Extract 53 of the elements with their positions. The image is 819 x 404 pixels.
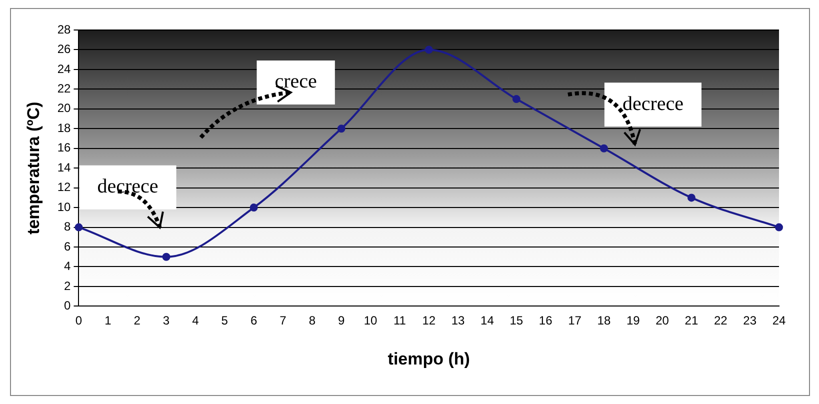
x-tick-label: 6 xyxy=(250,314,258,328)
x-tick-label: 1 xyxy=(104,314,112,328)
point xyxy=(337,124,346,133)
x-tick-label: 16 xyxy=(538,314,553,328)
x-tick-label: 21 xyxy=(684,314,698,328)
point xyxy=(687,194,696,202)
y-tick-label: 18 xyxy=(57,120,72,135)
x-tick-label: 2 xyxy=(134,314,141,328)
x-tick-label: 9 xyxy=(338,314,345,328)
y-tick-label: 8 xyxy=(64,220,72,234)
x-tick-label: 22 xyxy=(714,314,728,328)
y-tick-label: 0 xyxy=(64,298,72,313)
x-tick-label: 13 xyxy=(451,314,466,328)
x-tick-label: 20 xyxy=(656,314,670,328)
x-tick-label: 7 xyxy=(280,314,287,328)
x-tick-label: 3 xyxy=(162,314,170,328)
x-tick-label: 10 xyxy=(364,314,378,328)
y-tick-label: 12 xyxy=(57,180,72,194)
y-tick-label: 4 xyxy=(64,259,72,274)
x-tick-label: 23 xyxy=(743,314,757,328)
point xyxy=(775,223,783,232)
x-tick-label: 12 xyxy=(422,314,436,328)
annotation: decrece xyxy=(97,176,158,198)
x-tick-label: 17 xyxy=(568,314,582,328)
x-tick-label: 24 xyxy=(772,314,786,328)
annotation: crece xyxy=(274,70,318,93)
y-tick-label: 2 xyxy=(64,278,72,293)
y-tick-label: 26 xyxy=(57,42,72,56)
point xyxy=(424,46,433,54)
x-tick-label: 19 xyxy=(626,314,640,328)
annotation: decrece xyxy=(622,92,684,115)
x-tick-label: 4 xyxy=(192,314,200,328)
x-tick-label: 18 xyxy=(597,314,611,328)
point xyxy=(600,144,608,152)
point xyxy=(162,252,170,261)
x-tick-label: 0 xyxy=(75,314,82,328)
point xyxy=(250,204,258,212)
point xyxy=(512,95,520,104)
y-tick-label: 10 xyxy=(57,200,72,214)
y-tick-label: 22 xyxy=(57,82,72,96)
y-axis-title: temperatura (ºC) xyxy=(24,102,43,234)
x-tick-label: 15 xyxy=(510,314,524,328)
x-tick-label: 14 xyxy=(480,314,494,328)
y-tick-label: 6 xyxy=(64,239,72,254)
y-tick-label: 16 xyxy=(57,140,72,155)
y-tick-label: 14 xyxy=(57,160,72,174)
x-tick-label: 11 xyxy=(393,314,406,328)
y-tick-label: 24 xyxy=(57,62,72,76)
x-tick-label: 5 xyxy=(221,314,228,328)
x-tick-label: 8 xyxy=(308,314,316,328)
x-axis-title: tiempo (h) xyxy=(388,349,470,368)
y-tick-label: 28 xyxy=(57,22,72,36)
y-tick-label: 20 xyxy=(57,101,72,116)
